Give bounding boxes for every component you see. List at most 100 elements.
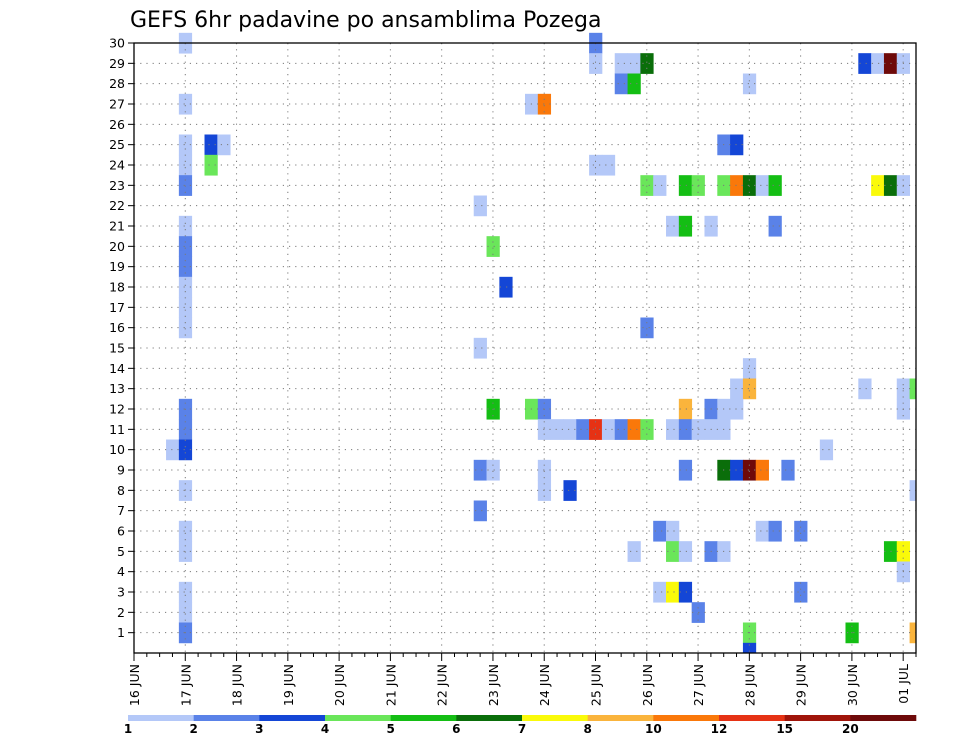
heatmap-cell xyxy=(589,53,603,74)
heatmap-cell xyxy=(678,541,693,562)
heatmap-cell xyxy=(871,53,885,74)
y-tick-label: 19 xyxy=(109,259,125,274)
heatmap-cell xyxy=(178,439,193,461)
heatmap-cell xyxy=(614,419,628,440)
y-tick-label: 24 xyxy=(109,158,125,173)
heatmap-cell xyxy=(178,317,193,339)
y-tick-label: 29 xyxy=(109,56,125,71)
heatmap-cell xyxy=(473,195,487,217)
heatmap-cell xyxy=(742,175,757,196)
colorbar-swatch xyxy=(456,715,523,721)
colorbar-swatch xyxy=(719,715,785,721)
y-tick-label: 14 xyxy=(109,361,125,376)
heatmap-cell xyxy=(640,53,654,74)
heatmap-cell xyxy=(666,215,680,237)
x-tick-label: 18 JUN xyxy=(230,664,245,706)
heatmap-cell xyxy=(178,175,193,196)
grid-lines xyxy=(134,43,916,653)
colorbar-label: 10 xyxy=(645,722,662,736)
x-tick-label: 28 JUN xyxy=(742,664,757,706)
heatmap-cell xyxy=(640,419,654,440)
colorbar-label: 3 xyxy=(255,722,263,736)
y-tick-label: 15 xyxy=(109,341,125,356)
colorbar-label: 20 xyxy=(842,722,859,736)
heatmap-cell xyxy=(627,541,641,562)
colorbar-swatch xyxy=(784,715,851,721)
y-tick-label: 30 xyxy=(109,36,125,51)
heatmap-cell xyxy=(871,175,885,196)
x-tick-label: 23 JUN xyxy=(486,664,501,706)
heatmap-cell xyxy=(178,276,193,298)
colorbar-swatch xyxy=(128,715,194,721)
heatmap-cell xyxy=(614,73,628,95)
heatmap-cell xyxy=(178,520,193,542)
colorbar-label: 1 xyxy=(124,722,132,736)
colorbar-label: 2 xyxy=(189,722,197,736)
heatmap-cell xyxy=(909,378,917,400)
heatmap-cell xyxy=(563,480,577,501)
heatmap-cell xyxy=(755,175,769,196)
heatmap-cell xyxy=(178,154,193,176)
y-tick-label: 7 xyxy=(117,503,125,518)
x-tick-label: 21 JUN xyxy=(383,664,398,706)
y-tick-label: 16 xyxy=(109,320,125,335)
heatmap-cell xyxy=(666,419,680,440)
y-tick-label: 17 xyxy=(109,300,125,315)
heatmap-cell xyxy=(678,215,693,237)
heatmap-cell xyxy=(678,398,693,420)
y-tick-label: 20 xyxy=(109,239,125,254)
heatmap-cell xyxy=(742,73,757,95)
heatmap-cell xyxy=(473,459,487,481)
heatmap-cell xyxy=(666,520,680,542)
colorbar-swatch xyxy=(390,715,457,721)
y-tick-label: 2 xyxy=(117,605,125,620)
heatmap-cell xyxy=(537,93,552,115)
y-axis-ticks: 1234567891011121314151617181920212223242… xyxy=(109,36,134,640)
y-tick-label: 13 xyxy=(109,381,125,396)
heatmap-cell xyxy=(730,134,744,156)
heatmap-cell xyxy=(614,53,628,74)
colorbar-swatch xyxy=(522,715,588,721)
heatmap-cell xyxy=(178,297,193,318)
colorbar-swatch xyxy=(325,715,391,721)
heatmap-cell xyxy=(178,93,193,115)
colorbar-swatch xyxy=(587,715,654,721)
heatmap-cell xyxy=(730,378,744,400)
x-tick-label: 27 JUN xyxy=(691,664,706,706)
y-tick-label: 22 xyxy=(109,198,125,213)
y-tick-label: 23 xyxy=(109,178,125,193)
heatmap-cell xyxy=(858,378,872,400)
heatmap-cell xyxy=(794,581,808,603)
y-tick-label: 18 xyxy=(109,280,125,295)
heatmap-cell xyxy=(730,398,744,420)
heatmap-cell xyxy=(781,459,795,481)
heatmap-cell xyxy=(576,419,590,440)
heatmap-cell xyxy=(858,53,872,74)
heatmap-cell xyxy=(627,53,641,74)
x-tick-label: 26 JUN xyxy=(640,664,655,706)
colorbar-label: 5 xyxy=(386,722,394,736)
colorbar-label: 12 xyxy=(711,722,728,736)
colorbar-swatch xyxy=(653,715,720,721)
heatmap-cell xyxy=(678,419,693,440)
heatmap-cell xyxy=(550,419,564,440)
colorbar-label: 15 xyxy=(776,722,793,736)
chart-title: GEFS 6hr padavine po ansamblima Pozega xyxy=(130,8,601,33)
y-tick-label: 25 xyxy=(109,137,125,152)
heatmap-cell xyxy=(601,154,616,176)
colorbar-label: 8 xyxy=(583,722,591,736)
y-tick-label: 10 xyxy=(109,442,125,457)
heatmap-cell xyxy=(178,215,193,237)
heatmap-cell xyxy=(486,236,500,257)
heatmap-cell xyxy=(217,134,231,156)
x-tick-label: 25 JUN xyxy=(589,664,604,706)
heatmap-cell xyxy=(666,581,680,603)
x-tick-label: 29 JUN xyxy=(794,664,809,706)
heatmap-cell xyxy=(178,236,193,257)
heatmap-cell xyxy=(768,215,782,237)
heatmap-cell xyxy=(730,175,744,196)
heatmap-cell xyxy=(204,134,218,156)
colorbar-label: 4 xyxy=(321,722,329,736)
colorbar-label: 7 xyxy=(518,722,526,736)
heatmap-cell xyxy=(909,480,917,501)
